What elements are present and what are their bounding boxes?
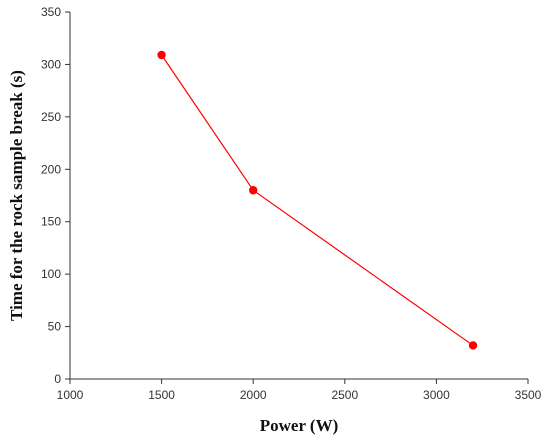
x-tick-label: 2000 — [240, 388, 267, 402]
series-line — [161, 54, 474, 346]
y-tick-label: 300 — [41, 57, 61, 71]
axes — [69, 12, 528, 380]
x-tick-label: 3500 — [515, 388, 542, 402]
x-axis-ticks: 1000 1500 2000 2500 3000 3500 — [57, 379, 542, 402]
y-tick-label: 250 — [41, 110, 61, 124]
y-tick-label: 100 — [41, 267, 61, 281]
y-tick-label: 0 — [54, 372, 61, 386]
y-tick-label: 50 — [48, 320, 62, 334]
y-tick-label: 200 — [41, 162, 61, 176]
y-tick-label: 150 — [41, 215, 61, 229]
x-tick-label: 2500 — [331, 388, 358, 402]
y-tick-label: 350 — [41, 5, 61, 19]
x-tick-label: 1500 — [148, 388, 175, 402]
data-point — [468, 341, 478, 350]
data-point — [157, 50, 166, 60]
x-tick-label: 3000 — [423, 388, 450, 402]
y-axis-title: Time for the rock sample break (s) — [7, 70, 26, 321]
series-layer — [157, 50, 478, 350]
data-point — [249, 186, 258, 195]
y-axis-ticks: 0 50 100 150 200 250 300 350 — [41, 5, 70, 386]
x-axis-title: Power (W) — [260, 416, 339, 435]
x-tick-label: 1000 — [57, 388, 84, 402]
